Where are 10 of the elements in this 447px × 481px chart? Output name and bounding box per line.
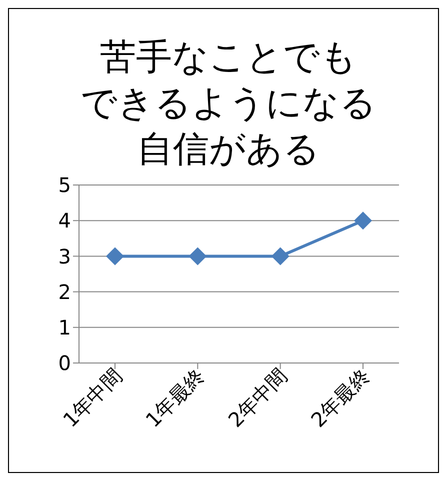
chart-title: 苦手なことでもできるようになる自信がある [80,36,378,172]
y-tick-label: 0 [58,351,71,376]
x-tick-label: 2年中間 [223,364,292,432]
y-tick-label: 3 [58,244,71,268]
y-tick-label: 1 [58,316,71,340]
y-tick-label: 4 [58,208,71,233]
x-tick-label: 2年最終 [306,364,375,432]
x-tick-label: 1年最終 [140,364,210,432]
y-tick-label: 2 [58,280,71,304]
y-tick-label: 5 [58,173,71,198]
